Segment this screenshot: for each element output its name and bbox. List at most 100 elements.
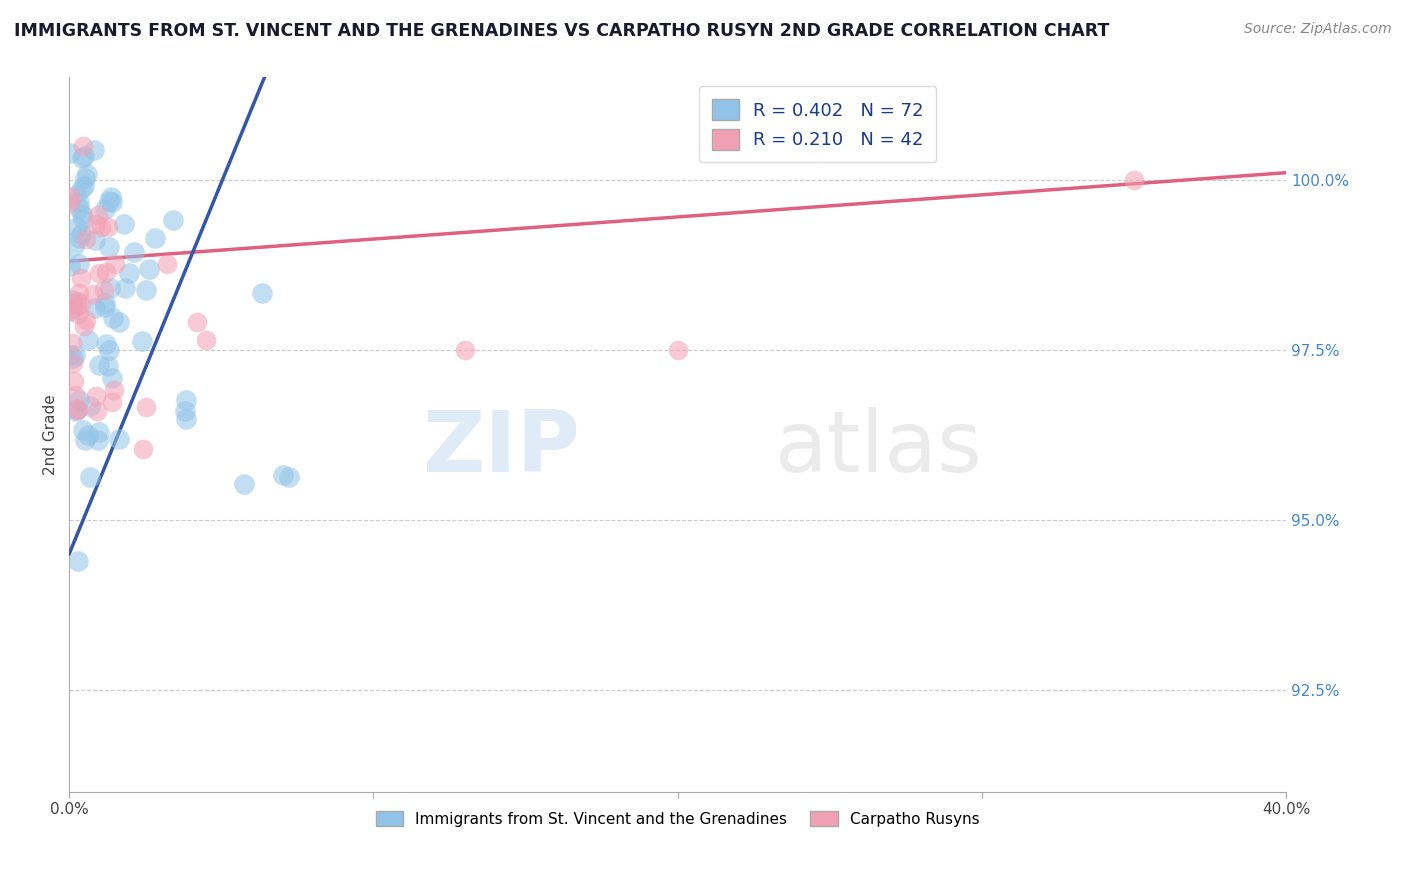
Point xyxy=(93,202,115,216)
Point xyxy=(143,231,166,245)
Point xyxy=(76,333,98,347)
Point xyxy=(453,343,475,357)
Point xyxy=(84,217,107,231)
Point xyxy=(173,404,195,418)
Point xyxy=(186,315,208,329)
Y-axis label: 2nd Grade: 2nd Grade xyxy=(44,394,58,475)
Point xyxy=(60,190,83,204)
Point xyxy=(83,301,105,315)
Point xyxy=(73,149,96,163)
Point xyxy=(135,283,157,297)
Point xyxy=(67,257,90,271)
Point xyxy=(58,259,80,273)
Point xyxy=(278,470,301,484)
Point xyxy=(118,266,141,280)
Point xyxy=(63,348,86,362)
Point xyxy=(67,286,90,301)
Legend: Immigrants from St. Vincent and the Grenadines, Carpatho Rusyns: Immigrants from St. Vincent and the Gren… xyxy=(368,803,987,834)
Point xyxy=(87,266,110,280)
Point xyxy=(75,232,97,246)
Point xyxy=(83,143,105,157)
Point xyxy=(174,411,197,425)
Point xyxy=(60,293,83,307)
Point xyxy=(66,402,89,417)
Point xyxy=(70,207,93,221)
Point xyxy=(72,212,94,227)
Point xyxy=(66,402,89,417)
Text: Source: ZipAtlas.com: Source: ZipAtlas.com xyxy=(1244,22,1392,37)
Point xyxy=(66,220,89,235)
Point xyxy=(62,297,84,311)
Point xyxy=(250,286,273,301)
Point xyxy=(98,343,121,358)
Point xyxy=(67,195,90,210)
Point xyxy=(72,151,94,165)
Point xyxy=(67,201,90,215)
Point xyxy=(114,281,136,295)
Point xyxy=(62,356,84,370)
Point xyxy=(59,304,82,318)
Point xyxy=(101,371,124,385)
Point xyxy=(96,337,118,351)
Point xyxy=(94,265,117,279)
Point xyxy=(66,298,89,312)
Point xyxy=(87,358,110,372)
Point xyxy=(233,476,256,491)
Point xyxy=(59,145,82,160)
Point xyxy=(67,392,90,407)
Point xyxy=(86,404,108,418)
Point xyxy=(107,315,129,329)
Point xyxy=(73,318,96,333)
Point xyxy=(65,187,87,202)
Point xyxy=(77,428,100,442)
Point xyxy=(138,261,160,276)
Point xyxy=(72,138,94,153)
Point xyxy=(135,400,157,414)
Point xyxy=(72,423,94,437)
Point xyxy=(122,245,145,260)
Point xyxy=(98,280,121,294)
Point xyxy=(62,351,84,365)
Point xyxy=(90,219,112,234)
Point xyxy=(97,359,120,373)
Point xyxy=(100,190,122,204)
Text: ZIP: ZIP xyxy=(423,408,581,491)
Point xyxy=(86,208,108,222)
Point xyxy=(87,425,110,439)
Point xyxy=(65,403,87,417)
Point xyxy=(62,238,84,252)
Point xyxy=(87,433,110,447)
Text: IMMIGRANTS FROM ST. VINCENT AND THE GRENADINES VS CARPATHO RUSYN 2ND GRADE CORRE: IMMIGRANTS FROM ST. VINCENT AND THE GREN… xyxy=(14,22,1109,40)
Point xyxy=(101,195,124,210)
Point xyxy=(62,301,84,316)
Point xyxy=(93,283,115,297)
Point xyxy=(79,469,101,483)
Point xyxy=(70,297,93,311)
Point xyxy=(101,310,124,325)
Point xyxy=(75,170,97,185)
Point xyxy=(82,286,104,301)
Point xyxy=(93,300,115,314)
Point xyxy=(94,295,117,310)
Point xyxy=(84,234,107,248)
Point xyxy=(666,343,689,357)
Point xyxy=(103,384,125,398)
Point xyxy=(63,374,86,388)
Point xyxy=(63,388,86,402)
Text: atlas: atlas xyxy=(775,408,983,491)
Point xyxy=(65,401,87,416)
Point xyxy=(60,335,83,350)
Point xyxy=(73,179,96,194)
Point xyxy=(58,348,80,362)
Point xyxy=(69,271,91,285)
Point xyxy=(75,312,97,326)
Point xyxy=(162,213,184,227)
Point xyxy=(98,240,121,254)
Point xyxy=(195,333,218,347)
Point xyxy=(76,167,98,181)
Point xyxy=(156,257,179,271)
Point xyxy=(67,231,90,245)
Point xyxy=(66,293,89,308)
Point xyxy=(131,442,153,457)
Point xyxy=(273,468,295,483)
